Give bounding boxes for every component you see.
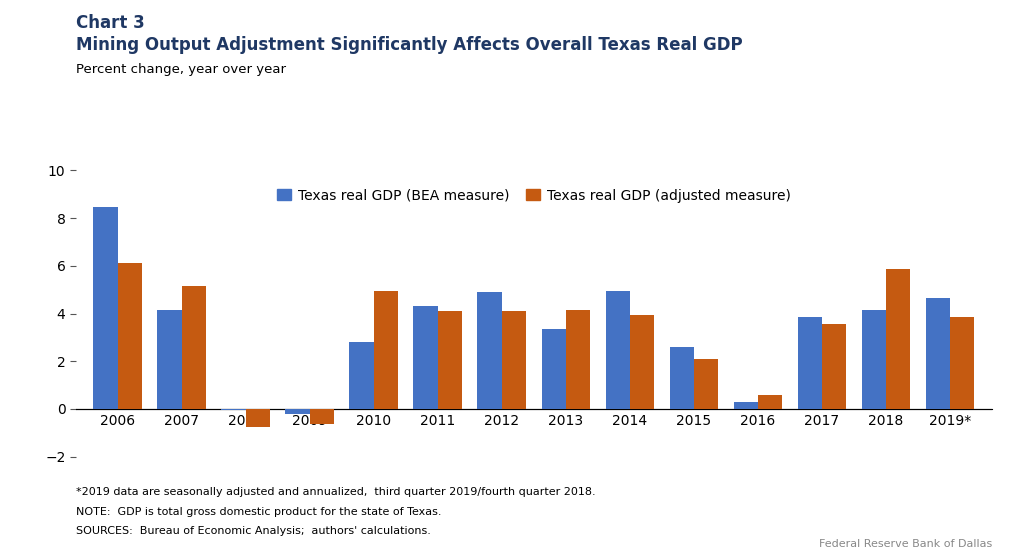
Bar — [438, 311, 462, 409]
Bar — [694, 359, 718, 409]
Bar — [349, 342, 373, 409]
Text: Chart 3: Chart 3 — [76, 14, 145, 32]
Bar — [477, 292, 501, 409]
Bar — [117, 263, 142, 409]
Bar — [861, 310, 886, 409]
Text: *2019 data are seasonally adjusted and annualized,  third quarter 2019/fourth qu: *2019 data are seasonally adjusted and a… — [76, 487, 594, 497]
Text: Mining Output Adjustment Significantly Affects Overall Texas Real GDP: Mining Output Adjustment Significantly A… — [76, 36, 742, 54]
Bar — [373, 291, 397, 409]
Bar — [797, 317, 821, 409]
Bar — [949, 317, 974, 409]
Bar — [246, 409, 270, 427]
Bar — [565, 310, 589, 409]
Bar — [221, 409, 246, 410]
Text: Percent change, year over year: Percent change, year over year — [76, 63, 286, 76]
Text: SOURCES:  Bureau of Economic Analysis;  authors' calculations.: SOURCES: Bureau of Economic Analysis; au… — [76, 526, 431, 536]
Bar — [181, 286, 205, 409]
Text: Federal Reserve Bank of Dallas: Federal Reserve Bank of Dallas — [818, 539, 991, 549]
Bar — [93, 207, 117, 409]
Bar — [157, 310, 181, 409]
Bar — [757, 394, 782, 409]
Bar — [309, 409, 334, 425]
Bar — [413, 306, 438, 409]
Bar — [821, 324, 845, 409]
Bar — [501, 311, 526, 409]
Bar — [733, 402, 757, 409]
Text: NOTE:  GDP is total gross domestic product for the state of Texas.: NOTE: GDP is total gross domestic produc… — [76, 507, 441, 517]
Bar — [669, 347, 694, 409]
Legend: Texas real GDP (BEA measure), Texas real GDP (adjusted measure): Texas real GDP (BEA measure), Texas real… — [271, 183, 796, 208]
Bar — [925, 298, 949, 409]
Bar — [605, 291, 629, 409]
Bar — [285, 409, 309, 414]
Bar — [541, 329, 565, 409]
Bar — [629, 315, 653, 409]
Bar — [886, 270, 910, 409]
